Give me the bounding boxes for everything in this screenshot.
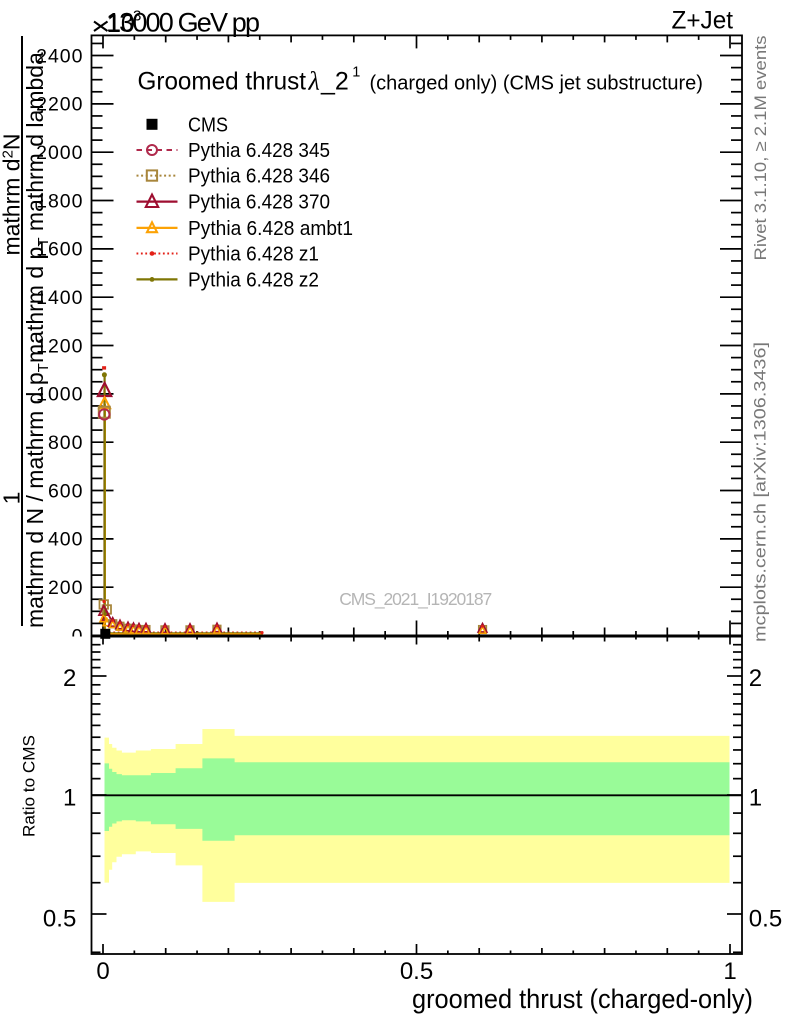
svg-text:200: 200: [48, 577, 84, 599]
svg-text:600: 600: [48, 480, 84, 502]
svg-text:groomed thrust (charged-only): groomed thrust (charged-only): [412, 984, 753, 1014]
svg-text:1400: 1400: [36, 287, 83, 309]
svg-text:0: 0: [96, 958, 109, 985]
svg-text:Pythia 6.428 ambt1: Pythia 6.428 ambt1: [188, 217, 353, 240]
svg-text:Pythia 6.428 370: Pythia 6.428 370: [188, 191, 330, 214]
svg-text:CMS: CMS: [188, 113, 228, 136]
svg-text:Pythia 6.428 z2: Pythia 6.428 z2: [188, 268, 319, 291]
svg-text:2400: 2400: [36, 45, 83, 67]
svg-text:3: 3: [133, 8, 141, 25]
svg-text:1: 1: [352, 65, 360, 81]
svg-text:0.5: 0.5: [749, 905, 782, 932]
svg-text:1200: 1200: [36, 335, 83, 357]
svg-text:Z+Jet: Z+Jet: [672, 6, 734, 34]
svg-text:(charged only) (CMS jet substr: (charged only) (CMS jet substructure): [370, 73, 703, 95]
svg-text:Pythia 6.428 z1: Pythia 6.428 z1: [188, 243, 319, 266]
svg-text:13000 GeV pp: 13000 GeV pp: [106, 8, 260, 38]
svg-text:2: 2: [749, 665, 762, 692]
svg-text:Pythia 6.428 345: Pythia 6.428 345: [188, 139, 330, 162]
svg-text:CMS_2021_I1920187: CMS_2021_I1920187: [339, 589, 492, 610]
svg-text:400: 400: [48, 529, 84, 551]
svg-text:0: 0: [72, 625, 84, 647]
svg-text:0.5: 0.5: [400, 958, 433, 985]
svg-text:Rivet 3.1.10, ≥ 2.1M events: Rivet 3.1.10, ≥ 2.1M events: [751, 36, 770, 261]
svg-text:1000: 1000: [36, 384, 83, 406]
svg-text:1800: 1800: [36, 190, 83, 212]
svg-text:mcplots.cern.ch [arXiv:1306.34: mcplots.cern.ch [arXiv:1306.3436]: [751, 342, 770, 642]
svg-text:10: 10: [107, 10, 135, 38]
svg-text:2200: 2200: [36, 94, 83, 116]
svg-text:mathrm d pT mathrm d lambda: mathrm d pT mathrm d lambda: [22, 52, 52, 363]
svg-text:2000: 2000: [36, 142, 83, 164]
svg-text:Groomed thrust: Groomed thrust: [138, 68, 307, 96]
svg-text:1600: 1600: [36, 239, 83, 261]
svg-text:0.5: 0.5: [43, 905, 76, 932]
svg-text:mathrm d N / mathrm d pT: mathrm d N / mathrm d pT: [22, 363, 52, 628]
svg-text:1: 1: [63, 784, 76, 811]
svg-text:2: 2: [63, 665, 76, 692]
svg-text:λ: λ: [308, 67, 320, 96]
svg-text:_2: _2: [320, 68, 349, 96]
svg-text:Ratio to CMS: Ratio to CMS: [20, 735, 39, 837]
svg-text:1: 1: [0, 492, 25, 505]
svg-text:800: 800: [48, 432, 84, 454]
svg-text:1: 1: [749, 784, 762, 811]
svg-text:Pythia 6.428 346: Pythia 6.428 346: [188, 165, 330, 188]
svg-text:1: 1: [723, 958, 736, 985]
